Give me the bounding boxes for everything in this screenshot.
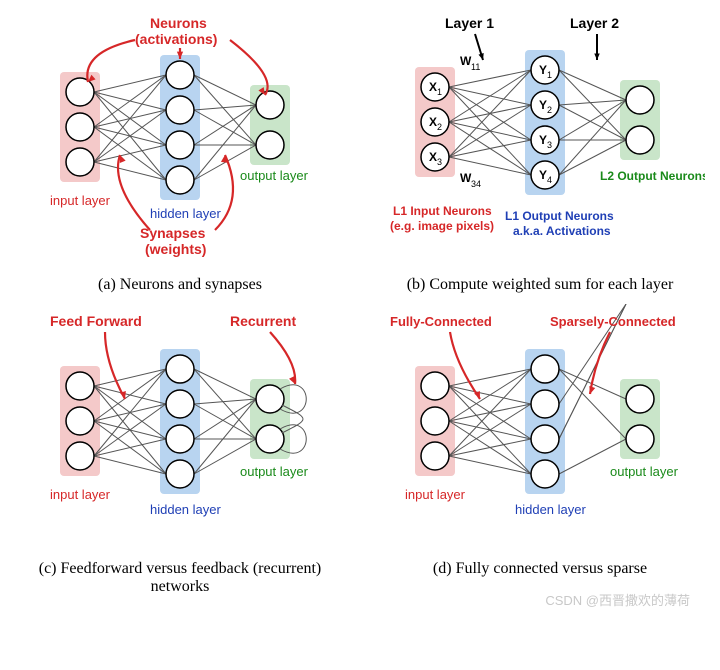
svg-text:3: 3 [547,140,552,150]
caption-b: (b) Compute weighted sum for each layer [397,276,684,294]
svg-text:4: 4 [547,175,552,185]
svg-text:(activations): (activations) [135,31,217,47]
svg-text:Layer 1: Layer 1 [445,15,494,31]
caption-d: (d) Fully connected versus sparse [423,560,657,578]
svg-text:Y: Y [539,63,547,77]
diagram-a: Neurons(activations) Synapses(weights) inp… [20,10,340,270]
svg-text:Feed Forward: Feed Forward [50,313,142,329]
svg-text:hidden layer: hidden layer [515,502,586,517]
svg-text:output layer: output layer [240,464,309,479]
figure-grid: Neurons(activations) Synapses(weights) inp… [10,10,710,596]
svg-text:Y: Y [539,133,547,147]
svg-text:a.k.a. Activations: a.k.a. Activations [513,224,611,238]
svg-text:L2 Output Neurons: L2 Output Neurons [600,169,705,183]
svg-text:X: X [429,115,437,129]
svg-text:L1 Output Neurons: L1 Output Neurons [505,209,614,223]
svg-text:Recurrent: Recurrent [230,313,296,329]
svg-text:hidden layer: hidden layer [150,206,221,221]
svg-text:X: X [429,150,437,164]
svg-text:Fully-Connected: Fully-Connected [390,314,492,329]
panel-c: Feed Forward Recurrent input layer hidden l… [10,304,350,596]
svg-text:Layer 2: Layer 2 [570,15,619,31]
panel-b: X1X2X3Y1Y2Y3Y4Layer 1Layer 2W11W34L1 Inp… [370,10,710,294]
svg-text:34: 34 [471,179,481,189]
svg-text:Neurons: Neurons [150,15,207,31]
diagram-b: X1X2X3Y1Y2Y3Y4Layer 1Layer 2W11W34L1 Inp… [375,10,705,270]
svg-text:2: 2 [547,105,552,115]
watermark: CSDN @西晋撒欢的薄荷 [10,590,710,609]
svg-text:11: 11 [471,62,480,72]
svg-text:Y: Y [539,168,547,182]
svg-text:output layer: output layer [240,168,309,183]
diagram-c: Feed Forward Recurrent input layer hidden l… [20,304,340,554]
panel-a: Neurons(activations) Synapses(weights) inp… [10,10,350,294]
svg-text:input layer: input layer [405,487,466,502]
svg-text:L1 Input Neurons: L1 Input Neurons [393,204,492,218]
svg-text:Y: Y [539,98,547,112]
svg-text:3: 3 [437,157,442,167]
svg-text:X: X [429,80,437,94]
svg-text:input layer: input layer [50,193,111,208]
svg-text:1: 1 [437,87,442,97]
svg-text:hidden layer: hidden layer [150,502,221,517]
svg-text:Sparsely-Connected: Sparsely-Connected [550,314,676,329]
diagram-d: Fully-Connected Sparsely-Connected input l… [375,304,705,554]
svg-text:2: 2 [437,122,442,132]
svg-text:input layer: input layer [50,487,111,502]
svg-text:(e.g. image pixels): (e.g. image pixels) [390,219,494,233]
svg-text:Synapses: Synapses [140,225,206,241]
svg-text:output layer: output layer [610,464,679,479]
panel-d: Fully-Connected Sparsely-Connected input l… [370,304,710,596]
svg-text:1: 1 [547,70,552,80]
caption-a: (a) Neurons and synapses [88,276,272,294]
svg-text:(weights): (weights) [145,241,206,257]
